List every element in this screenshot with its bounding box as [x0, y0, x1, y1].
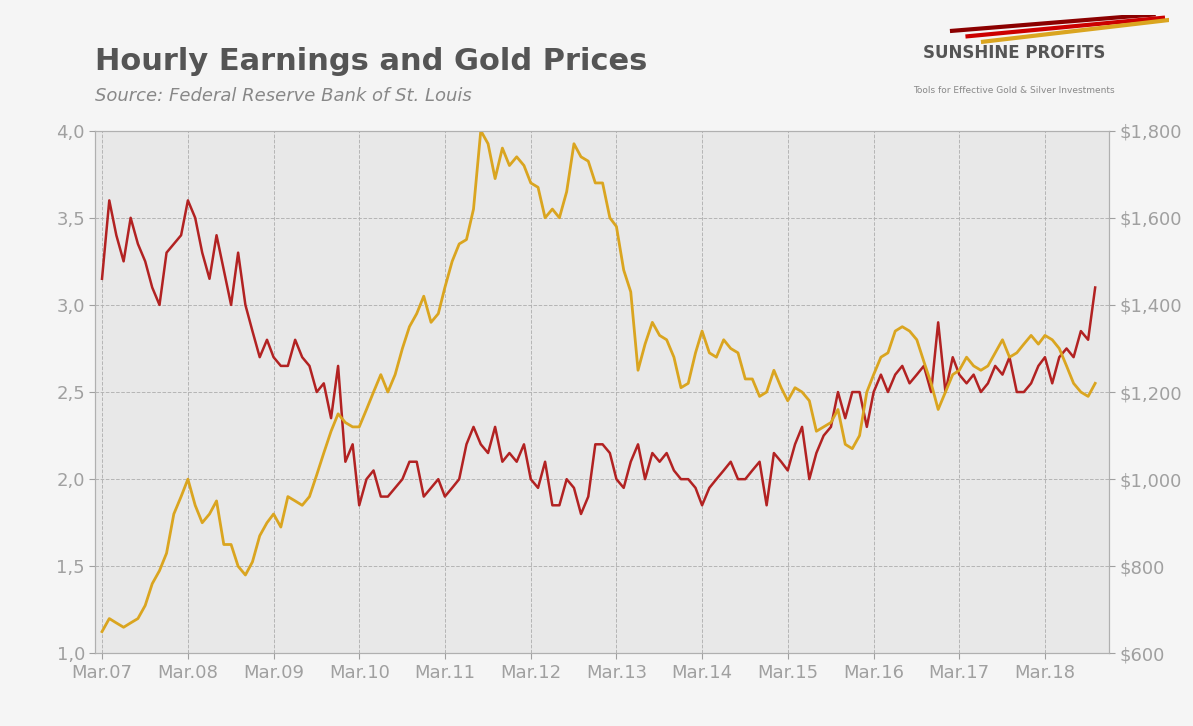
Text: Hourly Earnings and Gold Prices: Hourly Earnings and Gold Prices [95, 47, 648, 76]
Text: SUNSHINE PROFITS: SUNSHINE PROFITS [923, 44, 1105, 62]
Text: Source: Federal Reserve Bank of St. Louis: Source: Federal Reserve Bank of St. Loui… [95, 87, 472, 105]
Text: Tools for Effective Gold & Silver Investments: Tools for Effective Gold & Silver Invest… [913, 86, 1115, 95]
